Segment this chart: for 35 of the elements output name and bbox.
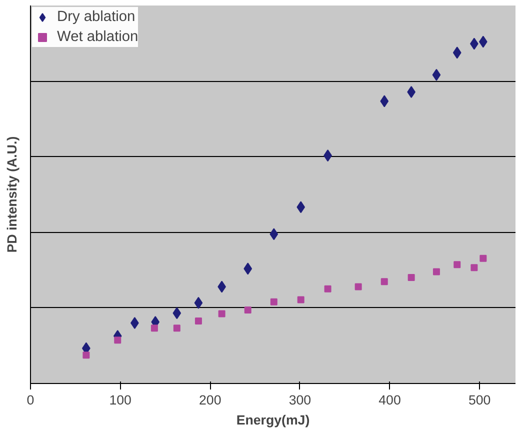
- point: [114, 336, 122, 344]
- point: [194, 317, 202, 324]
- point: [82, 352, 90, 359]
- x-tick-label: 500: [468, 392, 491, 408]
- point: [480, 254, 487, 262]
- x-tick-label: 0: [26, 392, 34, 408]
- point: [296, 201, 306, 214]
- point: [244, 306, 252, 314]
- point: [218, 310, 226, 318]
- point: [380, 278, 388, 286]
- point: [194, 296, 203, 309]
- x-tick-label: 400: [378, 392, 401, 408]
- point: [297, 296, 304, 304]
- x-tick-label: 200: [199, 392, 222, 408]
- y-axis-title: PD intensity (A.U.): [4, 136, 20, 253]
- point: [244, 262, 252, 275]
- point: [380, 95, 389, 108]
- point: [432, 268, 440, 276]
- point: [454, 261, 461, 268]
- legend-label: Wet ablation: [57, 29, 138, 45]
- x-tick-label: 100: [109, 392, 132, 408]
- point: [270, 298, 278, 306]
- point: [470, 264, 478, 272]
- legend-label: Dry ablation: [57, 9, 136, 25]
- point: [324, 285, 332, 292]
- point: [270, 228, 278, 240]
- point: [173, 324, 180, 332]
- x-axis-title: Energy(mJ): [236, 412, 310, 428]
- point: [150, 324, 158, 332]
- x-tick-label: 300: [288, 392, 312, 408]
- point: [408, 274, 415, 282]
- point: [432, 68, 441, 81]
- point: [172, 307, 182, 320]
- point: [354, 283, 362, 290]
- point: [452, 46, 462, 59]
